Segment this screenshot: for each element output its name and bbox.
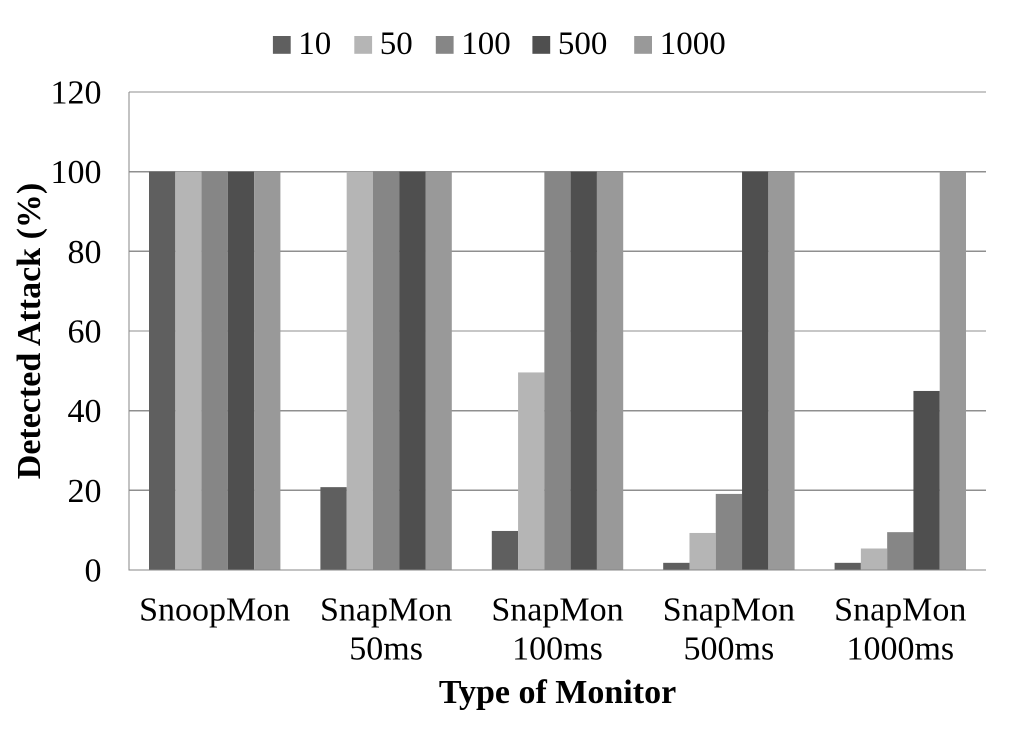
svg-text:40: 40 [68, 393, 102, 430]
svg-text:Type of Monitor: Type of Monitor [439, 674, 676, 711]
svg-text:100ms: 100ms [512, 631, 603, 668]
svg-text:120: 120 [51, 75, 102, 112]
svg-text:60: 60 [68, 314, 102, 351]
svg-text:10: 10 [298, 26, 331, 62]
svg-text:SnapMon: SnapMon [491, 592, 623, 629]
svg-text:1000ms: 1000ms [846, 631, 954, 668]
svg-text:80: 80 [68, 234, 102, 271]
svg-text:100: 100 [461, 26, 511, 62]
svg-text:100: 100 [51, 154, 102, 191]
svg-text:SnoopMon: SnoopMon [139, 592, 290, 629]
svg-text:1000: 1000 [660, 26, 726, 62]
svg-text:500: 500 [558, 26, 608, 62]
svg-text:SnapMon: SnapMon [663, 592, 795, 629]
svg-text:Detected Attack (%): Detected Attack (%) [11, 183, 48, 479]
svg-text:20: 20 [68, 473, 102, 510]
svg-text:SnapMon: SnapMon [834, 592, 966, 629]
svg-text:SnapMon: SnapMon [320, 592, 452, 629]
svg-text:50: 50 [380, 26, 413, 62]
svg-text:0: 0 [85, 553, 102, 590]
svg-text:500ms: 500ms [684, 631, 775, 668]
svg-text:50ms: 50ms [349, 631, 423, 668]
